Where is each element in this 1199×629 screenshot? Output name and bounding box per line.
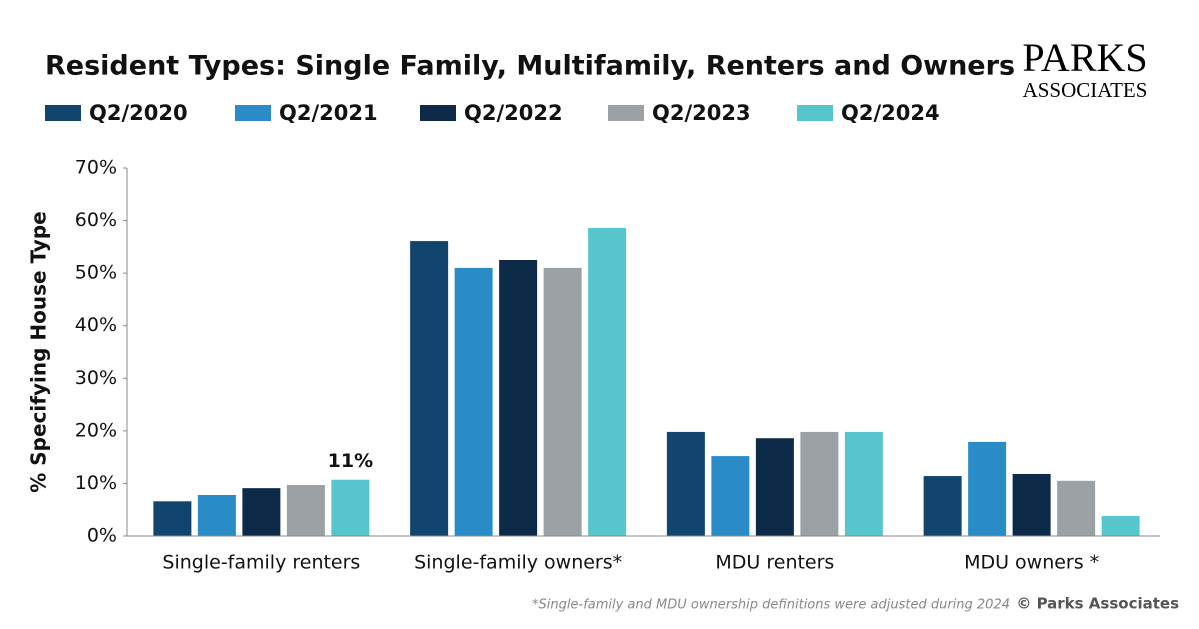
legend-swatch: [45, 105, 81, 121]
bar: [800, 431, 839, 536]
source: © Parks Associates: [1016, 595, 1179, 613]
data-label: 11%: [328, 450, 373, 472]
x-tick-label: MDU owners *: [964, 552, 1099, 574]
x-tick-label: Single-family renters: [162, 552, 360, 574]
bar: [968, 441, 1007, 536]
legend-label: Q2/2021: [279, 101, 378, 125]
y-tick-label: 60%: [75, 209, 117, 231]
chart-title: Resident Types: Single Family, Multifami…: [45, 51, 1015, 82]
bar: [1057, 480, 1096, 536]
bar: [331, 479, 370, 536]
legend-swatch: [797, 105, 833, 121]
bar: [286, 485, 325, 536]
bar: [454, 267, 493, 536]
logo: ASSOCIATES: [1023, 78, 1148, 102]
legend-swatch: [608, 105, 644, 121]
footnote: *Single-family and MDU ownership definit…: [532, 598, 1010, 613]
bar: [711, 456, 750, 536]
bar: [543, 267, 582, 536]
bar: [499, 260, 538, 536]
legend-label: Q2/2022: [464, 101, 563, 125]
x-tick-label: MDU renters: [715, 552, 834, 574]
bar: [1101, 516, 1140, 536]
bar: [197, 494, 236, 536]
bar: [1012, 473, 1051, 536]
legend-label: Q2/2023: [652, 101, 751, 125]
y-tick-label: 70%: [75, 157, 117, 179]
y-tick-label: 20%: [75, 419, 117, 441]
legend-label: Q2/2020: [89, 101, 188, 125]
y-tick-label: 30%: [75, 367, 117, 389]
bar: [666, 431, 705, 536]
bar: [755, 438, 794, 536]
bar: [153, 501, 192, 536]
y-tick-label: 50%: [75, 262, 117, 284]
y-tick-label: 10%: [75, 472, 117, 494]
bar: [410, 241, 449, 536]
logo: PARKS: [1022, 35, 1147, 80]
y-tick-label: 0%: [87, 525, 117, 547]
bar: [242, 488, 281, 536]
y-tick-label: 40%: [75, 314, 117, 336]
legend-swatch: [235, 105, 271, 121]
bar: [588, 227, 627, 536]
legend-label: Q2/2024: [841, 101, 940, 125]
bar: [923, 476, 962, 536]
y-axis-label: % Specifying House Type: [27, 211, 51, 492]
x-tick-label: Single-family owners*: [414, 552, 622, 574]
legend-swatch: [420, 105, 456, 121]
bar: [844, 431, 883, 536]
